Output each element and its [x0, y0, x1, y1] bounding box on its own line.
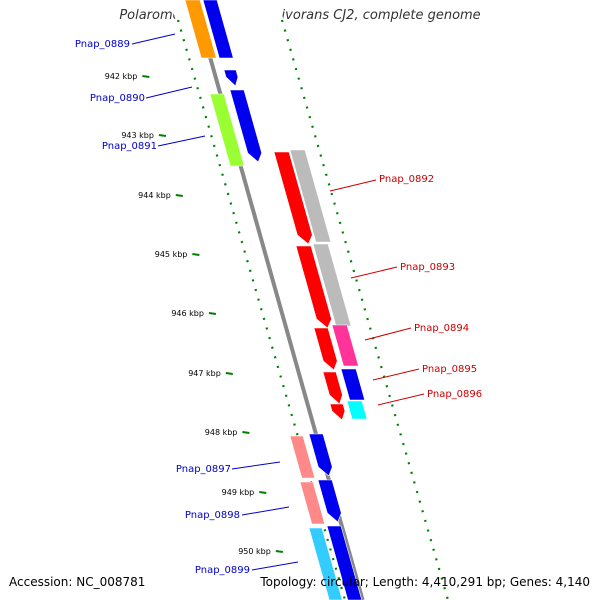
gene-label-pnap_0899[interactable]: Pnap_0899: [195, 565, 250, 576]
tick-mark: [259, 491, 267, 494]
gene-feature-0896-pair[interactable]: [346, 400, 368, 420]
label-leader-line: [350, 266, 398, 279]
tick-label: 949 kbp: [222, 488, 255, 497]
tick-label: 946 kbp: [171, 309, 204, 318]
gene-label-pnap_0897[interactable]: Pnap_0897: [176, 464, 231, 475]
label-leader-line: [145, 86, 193, 99]
tick-label: 944 kbp: [138, 191, 171, 200]
gene-feature-0892[interactable]: [273, 151, 313, 245]
label-leader-line: [377, 393, 425, 406]
tick-label: 945 kbp: [155, 250, 188, 259]
gene-features: [184, 0, 368, 600]
label-leader-line: [231, 461, 281, 470]
label-leader-line: [241, 506, 290, 516]
accession-text: Accession: NC_008781: [9, 575, 146, 589]
gene-label-pnap_0895[interactable]: Pnap_0895: [422, 364, 477, 375]
tick-mark: [175, 194, 183, 197]
gene-label-pnap_0889[interactable]: Pnap_0889: [75, 39, 130, 50]
tick-mark: [275, 550, 283, 553]
label-leader-line: [372, 368, 420, 381]
gene-labels: Pnap_0889 Pnap_0890 Pnap_0891 Pnap_0897 Pnap…: [75, 39, 482, 576]
gene-feature-0899[interactable]: [308, 527, 343, 600]
tick-mark: [158, 134, 167, 137]
gene-feature-0895[interactable]: [322, 371, 343, 405]
label-leader-line: [157, 135, 206, 147]
gene-label-pnap_0898[interactable]: Pnap_0898: [185, 510, 240, 521]
gene-feature-0891-pair[interactable]: [229, 89, 263, 163]
gene-feature-0898-pair[interactable]: [317, 479, 342, 523]
gene-label-pnap_0891[interactable]: Pnap_0891: [102, 141, 157, 152]
tick-label: 947 kbp: [188, 369, 221, 378]
gene-feature-0890[interactable]: [223, 69, 239, 87]
left-dotted-border: [176, 19, 347, 600]
gene-feature-0889[interactable]: [184, 0, 217, 59]
gene-feature-0897[interactable]: [289, 435, 316, 479]
gene-feature-0891[interactable]: [209, 93, 245, 167]
tick-mark: [225, 372, 233, 375]
gene-feature-0897-pair[interactable]: [308, 433, 333, 477]
tick-label: 948 kbp: [205, 428, 238, 437]
gene-feature-0893-pair[interactable]: [312, 243, 352, 327]
gene-label-pnap_0892[interactable]: Pnap_0892: [379, 174, 434, 185]
gene-feature-0894-pair[interactable]: [331, 324, 359, 367]
label-leader-line: [251, 561, 299, 571]
gene-feature-0894[interactable]: [313, 327, 338, 371]
gene-feature-0895-pair[interactable]: [340, 368, 366, 401]
tick-label: 950 kbp: [238, 547, 271, 556]
tick-mark: [192, 253, 200, 256]
label-leader-line: [364, 327, 412, 341]
gene-feature-0893[interactable]: [295, 245, 332, 329]
label-leader-line: [329, 179, 377, 192]
gene-feature-0889-pair[interactable]: [202, 0, 234, 59]
gene-label-pnap_0893[interactable]: Pnap_0893: [400, 262, 455, 273]
topology-text: Topology: circular; Length: 4,410,291 bp…: [260, 575, 590, 589]
gene-label-pnap_0894[interactable]: Pnap_0894: [414, 323, 469, 334]
tick-mark: [142, 75, 150, 78]
gene-feature-0898[interactable]: [299, 481, 326, 525]
gene-label-pnap_0890[interactable]: Pnap_0890: [90, 93, 145, 104]
tick-label: 943 kbp: [121, 131, 154, 140]
gene-feature-0892-pair[interactable]: [289, 149, 332, 243]
label-leader-line: [131, 33, 176, 45]
label-leaders: [131, 33, 425, 571]
gene-feature-0896[interactable]: [329, 403, 346, 421]
tick-mark: [242, 431, 250, 434]
tick-mark: [208, 312, 217, 315]
tick-label: 942 kbp: [105, 72, 138, 81]
gene-feature-0899-pair[interactable]: [326, 525, 363, 600]
gene-label-pnap_0896[interactable]: Pnap_0896: [427, 389, 482, 400]
right-dotted-border: [280, 19, 450, 600]
tick-marks: 942 kbp 943 kbp 944 kbp 945 kbp 946 kbp 947 k…: [105, 72, 283, 556]
